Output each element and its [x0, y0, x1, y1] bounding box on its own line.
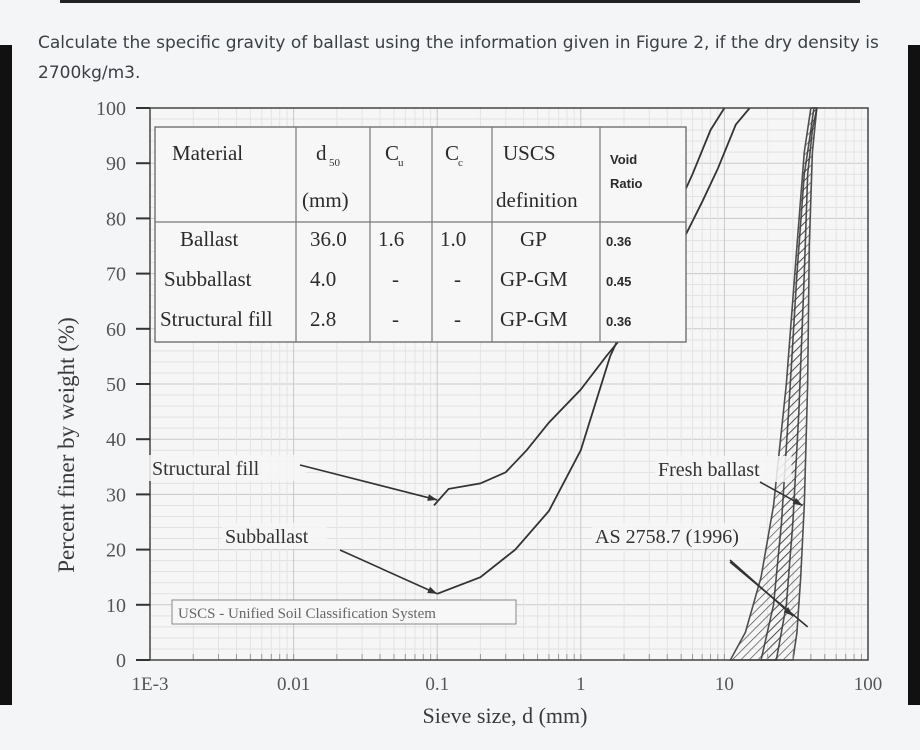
- table-cell: GP-GM: [500, 307, 568, 331]
- y-tick-label: 70: [106, 264, 126, 286]
- x-tick-label: 1E-3: [132, 674, 169, 695]
- table-header: Void: [610, 152, 637, 167]
- table-cell: GP: [520, 227, 547, 251]
- table-cell: 0.45: [606, 274, 631, 289]
- table-header-sub: 50: [329, 157, 341, 169]
- table-header: d: [316, 141, 327, 165]
- table-header-second: Ratio: [610, 176, 643, 191]
- table-header: USCS: [503, 141, 556, 165]
- table-header-second: (mm): [302, 188, 349, 212]
- table-header: Material: [172, 141, 243, 165]
- line-structural-fill: [433, 107, 751, 506]
- annotation-structural-fill: Structural fill: [152, 458, 260, 480]
- line-subballast: [436, 107, 726, 595]
- annotation-bg: [149, 455, 307, 481]
- annotation-arrow: [729, 561, 809, 628]
- table-cell: 2.8: [310, 307, 336, 331]
- y-tick-label: 10: [106, 595, 126, 617]
- y-tick-label: 40: [106, 429, 126, 451]
- right-edge: [908, 45, 920, 705]
- annotation-arrow: [339, 549, 438, 595]
- x-tick-label: 0.1: [425, 674, 449, 695]
- table-cell: GP-GM: [500, 267, 568, 291]
- series-lines: [433, 107, 751, 595]
- table-cell: 4.0: [310, 267, 336, 291]
- table-cell: -: [392, 307, 399, 331]
- y-tick-label: 80: [106, 208, 126, 230]
- y-tick-label: 100: [96, 98, 126, 120]
- annotation-bg: [655, 456, 792, 482]
- y-axis-label: Percent finer by weight (%): [54, 317, 79, 572]
- y-tick-label: 90: [106, 153, 126, 175]
- annotation-bg: [222, 523, 327, 549]
- table-cell: 0.36: [606, 314, 631, 329]
- arrow-head: [427, 494, 438, 501]
- y-tick-label: 50: [106, 374, 126, 396]
- annotation-as-2758-7-1996: AS 2758.7 (1996): [595, 526, 739, 548]
- table-header-sub: c: [458, 157, 463, 169]
- x-tick-label: 10: [715, 674, 734, 695]
- y-tick-label: 30: [106, 484, 126, 506]
- y-tick-label: 20: [106, 540, 126, 562]
- table-cell: Ballast: [180, 227, 238, 251]
- annotation-arrow: [299, 464, 438, 501]
- table-frame: [154, 126, 687, 343]
- y-tick-label: 60: [106, 319, 126, 341]
- x-tick-label: 0.01: [277, 674, 310, 695]
- x-axis-label: Sieve size, d (mm): [423, 703, 588, 728]
- x-tick-label: 100: [854, 674, 883, 695]
- axes: 0 10 20 30 40 50 60 70 80 90 100 1E-3 0.01 0.1 1 10 100: [96, 98, 882, 695]
- table-cell: -: [454, 307, 461, 331]
- table-header-sub: u: [398, 157, 404, 169]
- arrow-head: [792, 497, 803, 506]
- table-cell: -: [392, 267, 399, 291]
- y-tick-label: 0: [116, 650, 126, 672]
- footnote-box: USCS - Unified Soil Classification Syste…: [171, 599, 517, 625]
- table-cell: Structural fill: [160, 307, 273, 331]
- table-cell: Subballast: [164, 267, 252, 291]
- left-edge: [0, 45, 12, 705]
- table-header-second: definition: [496, 188, 578, 212]
- annotations: Structural fill Subballast Fresh ballast AS…: [149, 455, 809, 628]
- properties-table: Material d 50(mm)Cu Cc USCSdefinitionVoidRat…: [154, 126, 687, 343]
- footnote-text: USCS - Unified Soil Classification Syste…: [178, 606, 436, 622]
- table-cell: -: [454, 267, 461, 291]
- table-cell: 36.0: [310, 227, 347, 251]
- table-cell: 1.6: [378, 227, 404, 251]
- annotation-fresh-ballast: Fresh ballast: [658, 459, 760, 481]
- annotation-bg: [592, 523, 760, 549]
- table-header: C: [385, 141, 399, 165]
- table-cell: 0.36: [606, 234, 631, 249]
- table-header: C: [445, 141, 459, 165]
- arrow-head: [427, 586, 438, 594]
- table-cell: 1.0: [440, 227, 466, 251]
- question-text: Calculate the specific gravity of ballas…: [38, 33, 879, 83]
- top-divider: [60, 0, 860, 3]
- annotation-subballast: Subballast: [225, 526, 309, 548]
- x-tick-label: 1: [576, 674, 586, 695]
